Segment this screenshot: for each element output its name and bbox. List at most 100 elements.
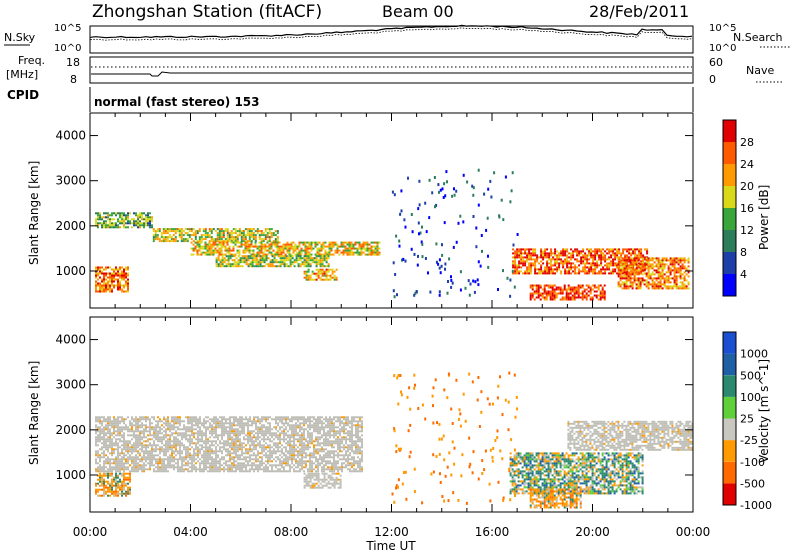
heatmap-cell (587, 286, 590, 289)
heatmap-cell (317, 276, 320, 279)
heatmap-cell (191, 468, 193, 471)
heatmap-cell (279, 468, 281, 471)
heatmap-cell (127, 446, 129, 449)
heatmap-cell (208, 243, 211, 246)
heatmap-cell (105, 442, 107, 445)
heatmap-cell (546, 256, 549, 259)
heatmap-cell (147, 452, 149, 455)
heatmap-cell (570, 262, 573, 265)
heatmap-cell (170, 230, 173, 233)
heatmap-cell (579, 292, 582, 295)
heatmap-cell (105, 446, 107, 449)
heatmap-cell (287, 265, 290, 268)
heatmap-cell (109, 438, 111, 441)
heatmap-cell (534, 260, 537, 263)
heatmap-cell (236, 245, 239, 248)
heatmap-cell (191, 470, 193, 473)
heatmap-cell (632, 250, 635, 253)
heatmap-cell (233, 444, 235, 447)
heatmap-cell (621, 287, 624, 290)
heatmap-cell (327, 268, 330, 271)
heatmap-cell (230, 236, 233, 239)
heatmap-cell (639, 267, 642, 270)
heatmap-cell (286, 251, 289, 254)
heatmap-cell (232, 241, 235, 244)
heatmap-cell (147, 434, 149, 437)
heatmap-cell (180, 236, 183, 239)
heatmap-cell (257, 450, 259, 453)
heatmap-cell (201, 424, 203, 427)
heatmap-cell (261, 424, 263, 427)
heatmap-cell (579, 286, 582, 289)
heatmap-cell (522, 264, 525, 267)
heatmap-cell (276, 249, 279, 252)
heatmap-cell (238, 230, 241, 233)
heatmap-cell (441, 253, 444, 257)
heatmap-cell (598, 272, 601, 275)
heatmap-cell (269, 426, 271, 429)
heatmap-cell (190, 241, 193, 244)
heatmap-cell (220, 245, 223, 248)
heatmap-cell (273, 464, 275, 467)
heatmap-cell (516, 256, 519, 259)
heatmap-cell (123, 286, 125, 289)
heatmap-cell (145, 214, 147, 217)
heatmap-cell (289, 434, 291, 437)
heatmap-cell (131, 222, 133, 225)
heatmap-cell (600, 268, 603, 271)
heatmap-cell (113, 286, 115, 289)
heatmap-cell (277, 261, 280, 264)
heatmap-cell (221, 424, 223, 427)
heatmap-cell (135, 212, 137, 215)
heatmap-cell (183, 428, 185, 431)
heatmap-cell (314, 253, 317, 256)
heatmap-cell (350, 243, 353, 246)
heatmap-cell (616, 248, 619, 251)
heatmap-cell (208, 245, 211, 248)
heatmap-cell (632, 252, 635, 255)
heatmap-cell (586, 254, 589, 257)
heatmap-cell (372, 251, 375, 254)
heatmap-cell (617, 285, 620, 288)
heatmap-cell (621, 283, 624, 286)
heatmap-cell (111, 420, 113, 423)
heatmap-cell (131, 446, 133, 449)
heatmap-cell (354, 243, 357, 246)
heatmap-cell (584, 262, 587, 265)
heatmap-cell (257, 444, 259, 447)
heatmap-cell (526, 254, 529, 257)
heatmap-cell (629, 265, 632, 268)
heatmap-cell (577, 294, 580, 297)
heatmap-cell (215, 426, 217, 429)
heatmap-cell (225, 460, 227, 463)
heatmap-cell (251, 468, 253, 471)
heatmap-cell (133, 212, 135, 215)
heatmap-cell (645, 273, 648, 276)
heatmap-cell (621, 259, 624, 262)
heatmap-cell (376, 253, 379, 256)
heatmap-cell (550, 258, 553, 261)
heatmap-cell (284, 245, 287, 248)
heatmap-cell (540, 248, 543, 251)
heatmap-cell (113, 458, 115, 461)
heatmap-cell (203, 422, 205, 425)
heatmap-cell (127, 434, 129, 437)
heatmap-cell (257, 255, 260, 258)
heatmap-cell (275, 434, 277, 437)
heatmap-cell (451, 194, 454, 198)
heatmap-cell (289, 470, 291, 473)
heatmap-cell (616, 264, 619, 267)
heatmap-cell (141, 450, 143, 453)
heatmap-cell (141, 430, 143, 433)
heatmap-cell (599, 294, 602, 297)
heatmap-cell (370, 249, 373, 252)
heatmap-cell (173, 438, 175, 441)
heatmap-cell (193, 464, 195, 467)
heatmap-cell (145, 224, 147, 227)
heatmap-cell (139, 436, 141, 439)
heatmap-cell (141, 468, 143, 471)
heatmap-cell (677, 275, 680, 278)
heatmap-cell (631, 273, 634, 276)
heatmap-cell (255, 416, 257, 419)
heatmap-cell (675, 271, 678, 274)
